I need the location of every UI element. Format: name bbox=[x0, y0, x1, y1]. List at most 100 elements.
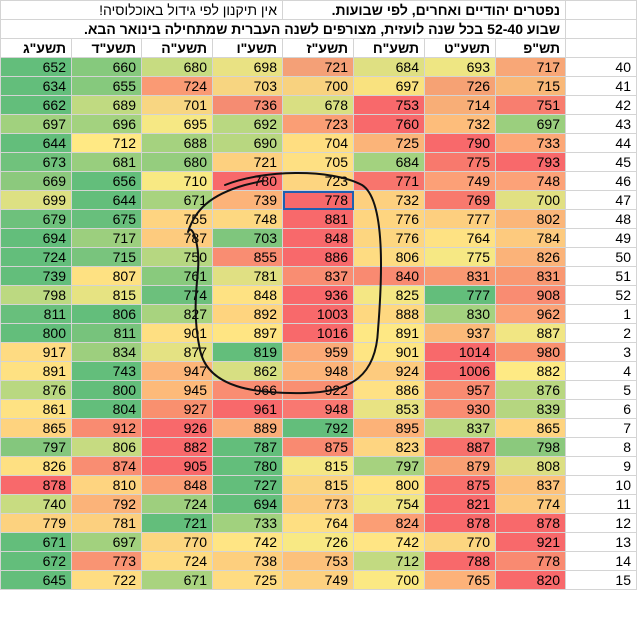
value-cell[interactable]: 684 bbox=[353, 152, 425, 172]
week-label[interactable]: 9 bbox=[565, 456, 637, 476]
value-cell[interactable]: 798 bbox=[0, 285, 72, 305]
value-cell[interactable]: 684 bbox=[353, 57, 425, 77]
value-cell[interactable]: 715 bbox=[71, 247, 142, 267]
value-cell[interactable]: 705 bbox=[282, 152, 354, 172]
value-cell[interactable]: 855 bbox=[212, 247, 283, 267]
value-cell[interactable]: 775 bbox=[424, 247, 496, 267]
value-cell[interactable]: 980 bbox=[495, 342, 566, 362]
value-cell[interactable]: 825 bbox=[353, 285, 425, 305]
week-label[interactable]: 52 bbox=[565, 285, 637, 305]
value-cell[interactable]: 962 bbox=[495, 304, 566, 324]
value-cell[interactable]: 760 bbox=[353, 114, 425, 134]
value-cell[interactable]: 662 bbox=[0, 95, 72, 115]
value-cell[interactable]: 671 bbox=[0, 532, 72, 552]
value-cell[interactable]: 775 bbox=[424, 152, 496, 172]
value-cell[interactable]: 878 bbox=[0, 475, 72, 495]
value-cell[interactable]: 774 bbox=[495, 494, 566, 514]
value-cell[interactable]: 738 bbox=[212, 551, 283, 571]
value-cell[interactable]: 700 bbox=[282, 76, 354, 96]
value-cell[interactable]: 680 bbox=[141, 57, 213, 77]
value-cell[interactable]: 811 bbox=[0, 304, 72, 324]
value-cell[interactable]: 824 bbox=[353, 513, 425, 533]
value-cell[interactable]: 689 bbox=[71, 95, 142, 115]
value-cell[interactable]: 701 bbox=[141, 95, 213, 115]
week-label[interactable]: 51 bbox=[565, 266, 637, 286]
value-cell[interactable]: 779 bbox=[0, 513, 72, 533]
value-cell[interactable]: 675 bbox=[71, 209, 142, 229]
value-cell[interactable]: 830 bbox=[424, 304, 496, 324]
value-cell[interactable]: 892 bbox=[212, 304, 283, 324]
value-cell[interactable]: 930 bbox=[424, 399, 496, 419]
value-cell[interactable]: 961 bbox=[212, 399, 283, 419]
value-cell[interactable]: 742 bbox=[353, 532, 425, 552]
value-cell[interactable]: 834 bbox=[71, 342, 142, 362]
value-cell[interactable]: 732 bbox=[353, 190, 425, 210]
value-cell[interactable]: 784 bbox=[495, 228, 566, 248]
value-cell[interactable]: 862 bbox=[212, 361, 283, 381]
value-cell[interactable]: 695 bbox=[141, 114, 213, 134]
column-header[interactable]: תשע"ח bbox=[353, 38, 425, 58]
value-cell[interactable]: 724 bbox=[141, 76, 213, 96]
value-cell[interactable]: 749 bbox=[282, 570, 354, 590]
value-cell[interactable]: 886 bbox=[282, 247, 354, 267]
value-cell[interactable]: 879 bbox=[424, 456, 496, 476]
value-cell[interactable]: 888 bbox=[353, 304, 425, 324]
value-cell[interactable]: 780 bbox=[212, 456, 283, 476]
value-cell[interactable]: 721 bbox=[212, 152, 283, 172]
value-cell[interactable]: 652 bbox=[0, 57, 72, 77]
value-cell[interactable]: 777 bbox=[424, 285, 496, 305]
value-cell[interactable]: 926 bbox=[141, 418, 213, 438]
value-cell[interactable]: 840 bbox=[353, 266, 425, 286]
value-cell[interactable]: 865 bbox=[495, 418, 566, 438]
value-cell[interactable]: 815 bbox=[282, 456, 354, 476]
week-label[interactable]: 46 bbox=[565, 171, 637, 191]
value-cell[interactable]: 688 bbox=[141, 133, 213, 153]
value-cell[interactable]: 806 bbox=[353, 247, 425, 267]
value-cell[interactable]: 634 bbox=[0, 76, 72, 96]
value-cell[interactable]: 787 bbox=[141, 228, 213, 248]
value-cell[interactable]: 948 bbox=[282, 399, 354, 419]
week-label[interactable]: 15 bbox=[565, 570, 637, 590]
value-cell[interactable]: 865 bbox=[0, 418, 72, 438]
value-cell[interactable]: 826 bbox=[0, 456, 72, 476]
value-cell[interactable]: 1014 bbox=[424, 342, 496, 362]
value-cell[interactable]: 739 bbox=[212, 190, 283, 210]
value-cell[interactable]: 808 bbox=[495, 456, 566, 476]
value-cell[interactable]: 694 bbox=[0, 228, 72, 248]
value-cell[interactable]: 724 bbox=[141, 551, 213, 571]
value-cell[interactable]: 788 bbox=[424, 551, 496, 571]
value-cell[interactable]: 781 bbox=[71, 513, 142, 533]
value-cell[interactable]: 778 bbox=[282, 190, 354, 210]
value-cell[interactable]: 887 bbox=[424, 437, 496, 457]
value-cell[interactable]: 700 bbox=[353, 570, 425, 590]
value-cell[interactable]: 889 bbox=[212, 418, 283, 438]
value-cell[interactable]: 774 bbox=[141, 285, 213, 305]
week-label[interactable]: 43 bbox=[565, 114, 637, 134]
value-cell[interactable]: 724 bbox=[141, 494, 213, 514]
week-label[interactable]: 48 bbox=[565, 209, 637, 229]
value-cell[interactable]: 769 bbox=[424, 190, 496, 210]
value-cell[interactable]: 721 bbox=[282, 57, 354, 77]
value-cell[interactable]: 826 bbox=[495, 247, 566, 267]
value-cell[interactable]: 797 bbox=[0, 437, 72, 457]
value-cell[interactable]: 947 bbox=[141, 361, 213, 381]
value-cell[interactable]: 806 bbox=[71, 304, 142, 324]
value-cell[interactable]: 733 bbox=[212, 513, 283, 533]
value-cell[interactable]: 806 bbox=[71, 437, 142, 457]
value-cell[interactable]: 697 bbox=[353, 76, 425, 96]
value-cell[interactable]: 770 bbox=[141, 532, 213, 552]
value-cell[interactable]: 861 bbox=[0, 399, 72, 419]
value-cell[interactable]: 815 bbox=[282, 475, 354, 495]
value-cell[interactable]: 882 bbox=[141, 437, 213, 457]
blank-cell[interactable] bbox=[565, 19, 637, 39]
value-cell[interactable]: 721 bbox=[141, 513, 213, 533]
value-cell[interactable]: 905 bbox=[141, 456, 213, 476]
value-cell[interactable]: 697 bbox=[495, 114, 566, 134]
value-cell[interactable]: 848 bbox=[282, 228, 354, 248]
value-cell[interactable]: 761 bbox=[141, 266, 213, 286]
value-cell[interactable]: 804 bbox=[71, 399, 142, 419]
value-cell[interactable]: 714 bbox=[424, 95, 496, 115]
value-cell[interactable]: 807 bbox=[71, 266, 142, 286]
value-cell[interactable]: 698 bbox=[212, 57, 283, 77]
value-cell[interactable]: 887 bbox=[495, 323, 566, 343]
